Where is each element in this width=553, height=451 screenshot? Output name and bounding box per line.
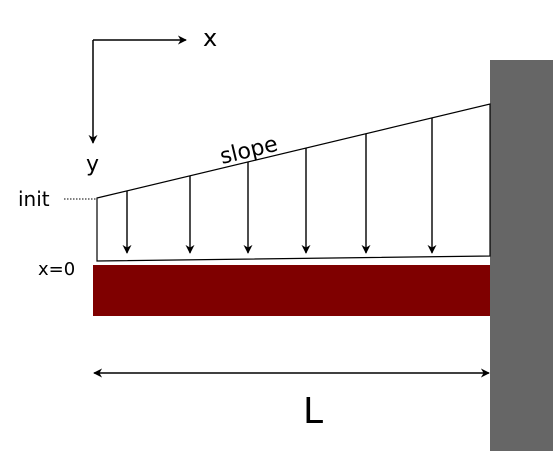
slope-label: slope xyxy=(218,132,281,170)
beam xyxy=(93,265,490,316)
x-axis-label: x xyxy=(203,24,217,52)
y-axis-label: y xyxy=(86,152,99,177)
fixed-wall xyxy=(490,60,553,451)
origin-label: x=0 xyxy=(38,259,75,280)
distributed-load-outline xyxy=(96,103,491,262)
init-label: init xyxy=(18,187,50,211)
load-arrows xyxy=(122,117,437,254)
coordinate-axes: x y xyxy=(86,24,217,177)
length-label: L xyxy=(303,391,323,432)
